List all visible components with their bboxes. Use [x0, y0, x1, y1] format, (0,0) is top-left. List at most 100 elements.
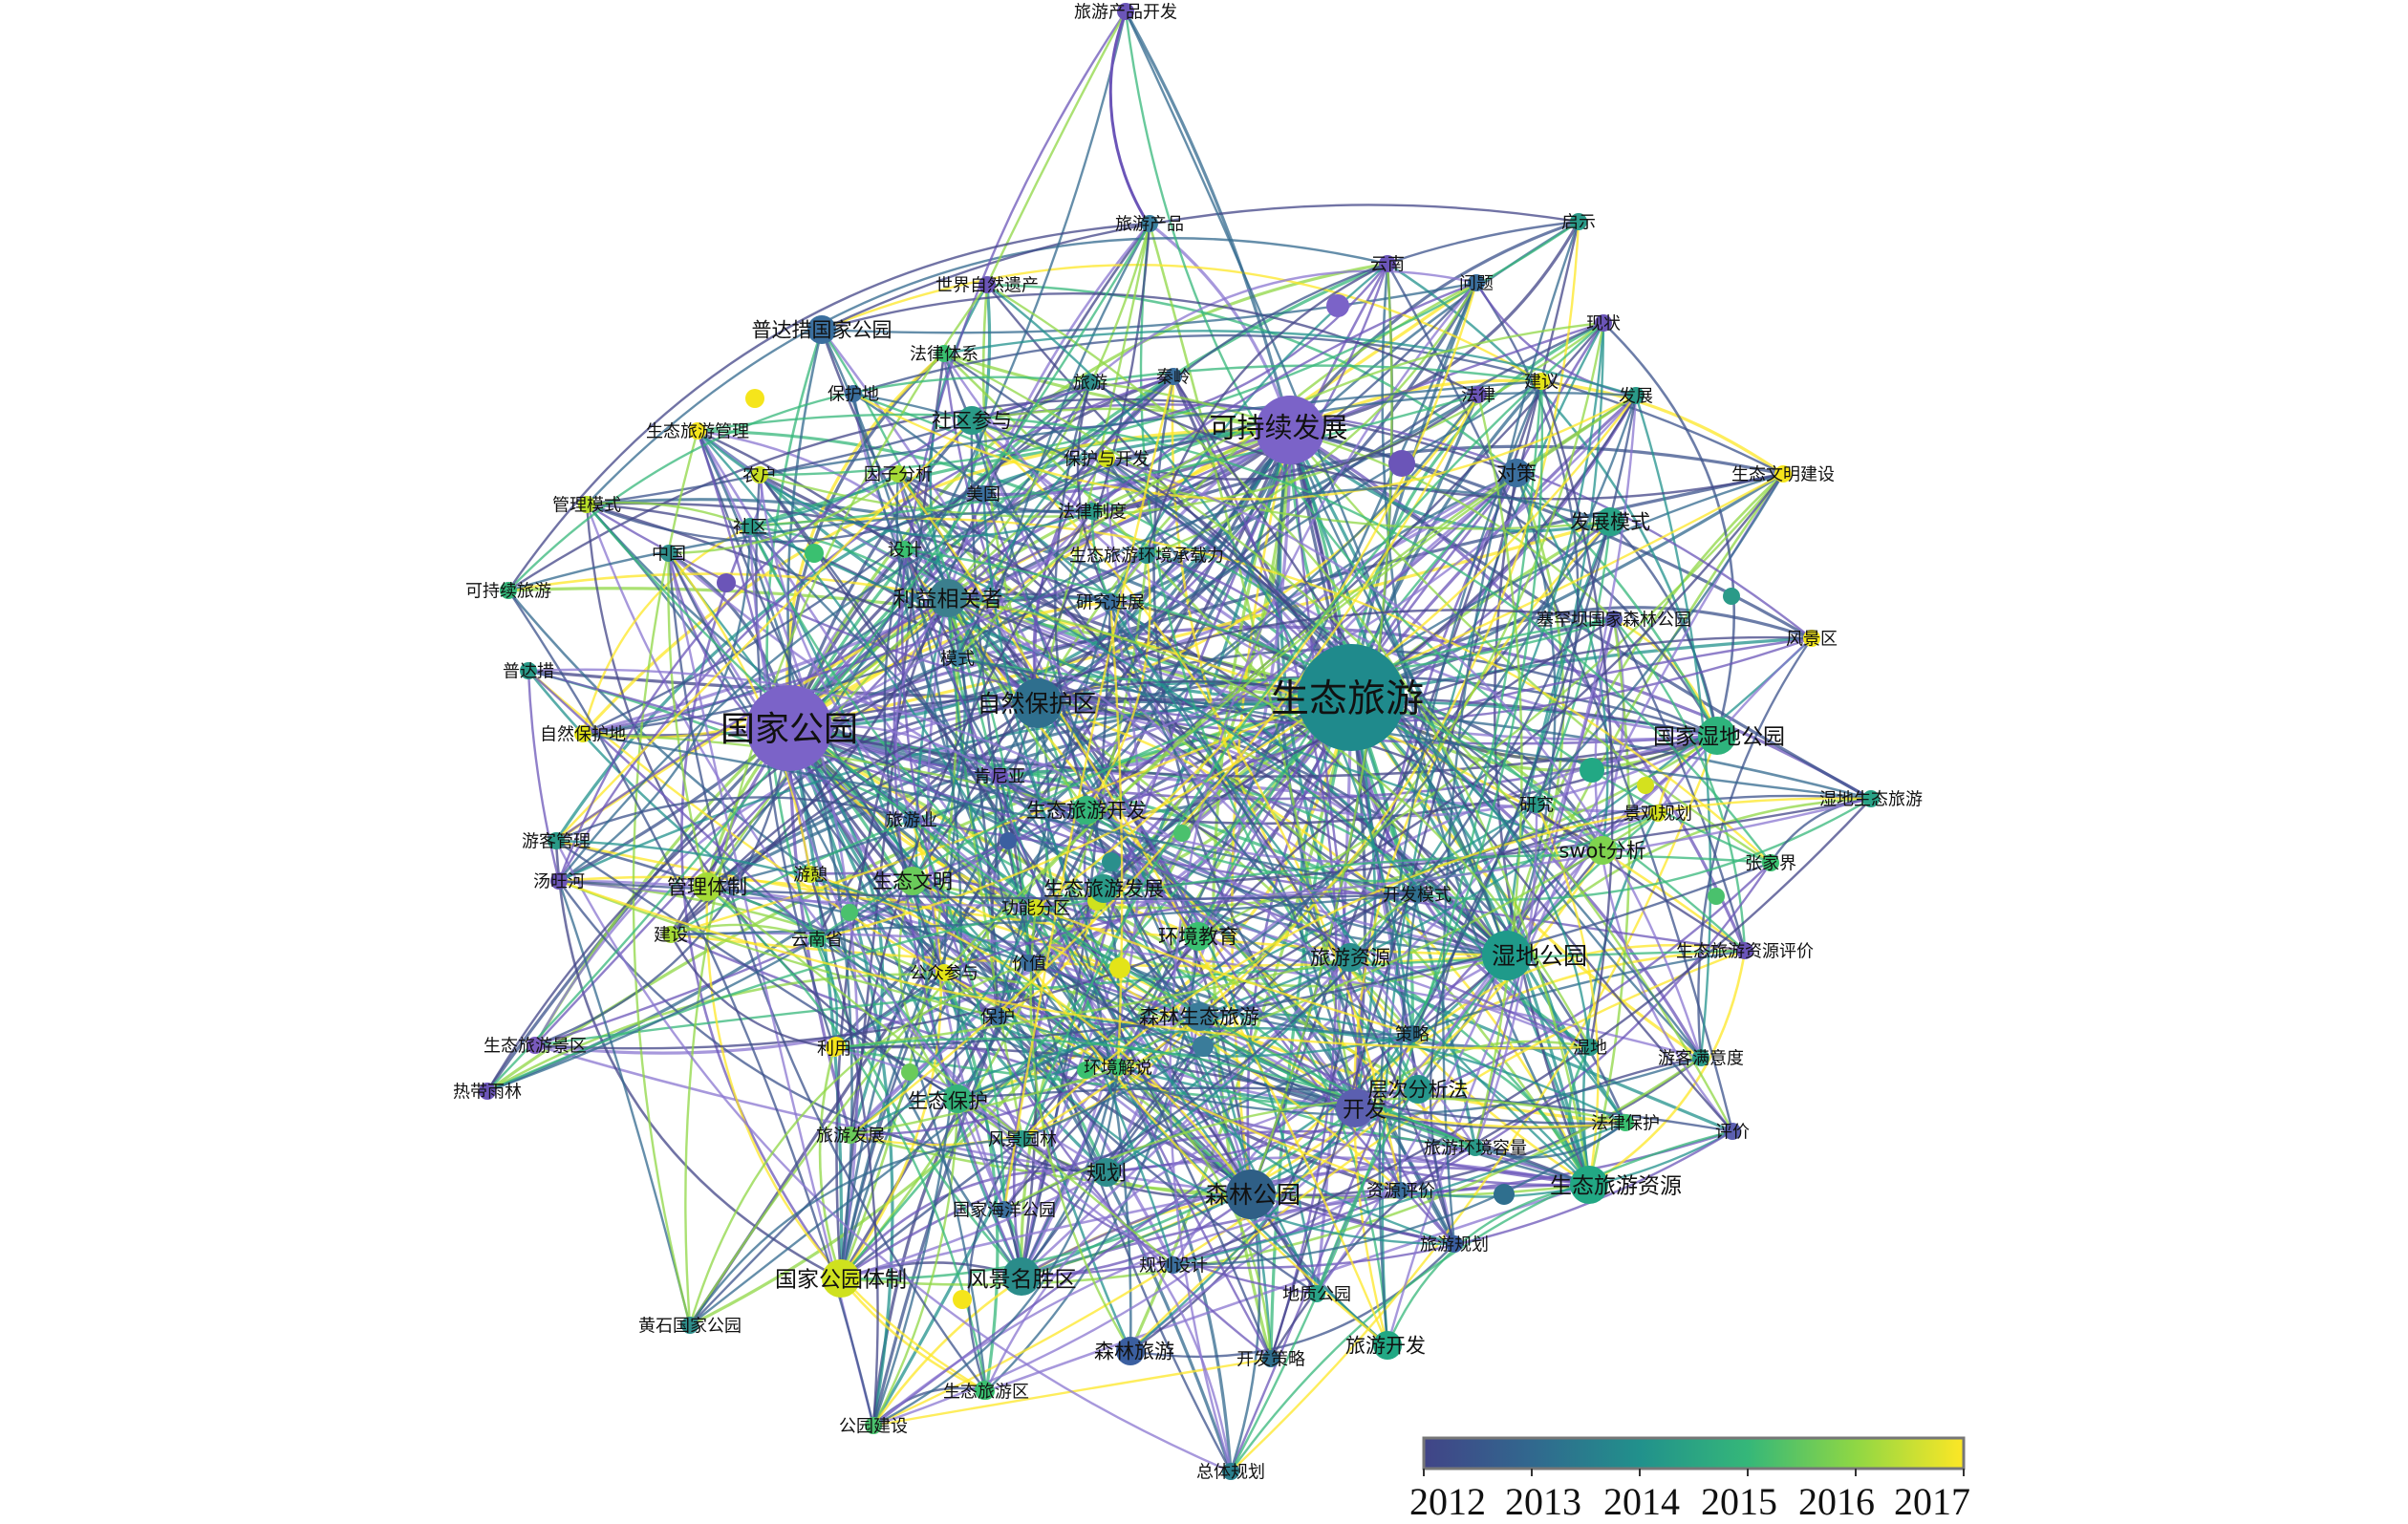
- cooccurrence-edge: [1116, 521, 1611, 1068]
- cooccurrence-edge: [946, 597, 1252, 1195]
- cooccurrence-edge: [697, 429, 1253, 1195]
- colorbar-tick-label: 2015: [1701, 1480, 1777, 1523]
- keyword-label: 环境教育: [1158, 926, 1238, 949]
- keyword-node: [1336, 943, 1365, 972]
- cooccurrence-edge: [534, 473, 1784, 1050]
- keyword-label: 旅游资源: [1310, 947, 1390, 970]
- cooccurrence-edge: [971, 403, 1813, 639]
- keyword-label: 管理体制: [667, 876, 747, 899]
- keyword-label: 建议: [1524, 372, 1559, 392]
- keyword-label: 规划设计: [1139, 1256, 1208, 1276]
- cooccurrence-edge: [1172, 1129, 1733, 1270]
- keyword-node-dot: [1000, 832, 1017, 849]
- keyword-label: 国家海洋公园: [953, 1200, 1056, 1220]
- keyword-node: [660, 545, 677, 562]
- keyword-label: 法律保护: [1591, 1113, 1660, 1133]
- keyword-label: 启示: [1561, 212, 1596, 232]
- cooccurrence-edge: [1035, 906, 1413, 1036]
- cooccurrence-edge: [852, 333, 1784, 476]
- cooccurrence-edge: [581, 428, 1291, 736]
- cooccurrence-edge: [1108, 12, 1151, 226]
- keyword-label: 中国: [652, 544, 686, 564]
- keyword-node: [1336, 1089, 1374, 1127]
- cooccurrence-edge: [586, 501, 751, 528]
- keyword-node: [1502, 459, 1531, 487]
- keyword-node: [1627, 387, 1645, 404]
- keyword-node-dot: [1494, 1184, 1515, 1205]
- keyword-node: [1595, 314, 1612, 332]
- keyword-node: [1570, 213, 1587, 230]
- keyword-label: 生态旅游开发: [1026, 800, 1147, 823]
- cooccurrence-edge: [749, 526, 1000, 777]
- cooccurrence-edge: [555, 839, 1252, 1195]
- cooccurrence-edge: [586, 237, 1388, 505]
- cooccurrence-edge: [1250, 1192, 1455, 1246]
- keyword-label: 评价: [1715, 1122, 1750, 1142]
- cooccurrence-edge: [1172, 1122, 1626, 1267]
- keyword-node: [751, 466, 768, 483]
- keyword-node: [1379, 255, 1396, 272]
- keyword-node: [1082, 374, 1099, 391]
- cooccurrence-edge: [1386, 1183, 1590, 1346]
- cooccurrence-edge: [1246, 472, 1517, 1195]
- keyword-label: 普达措: [503, 661, 554, 681]
- cooccurrence-edge: [705, 886, 987, 1393]
- cooccurrence-edge: [759, 322, 1604, 518]
- keyword-node: [1468, 274, 1485, 291]
- cooccurrence-edge: [586, 504, 1476, 1149]
- keyword-node: [1262, 1350, 1279, 1367]
- keyword-node: [1092, 1158, 1121, 1187]
- keyword-node: [842, 1127, 859, 1144]
- keyword-label: 社区: [733, 517, 767, 537]
- keyword-node: [1002, 1257, 1041, 1296]
- keyword-label: 游客管理: [522, 831, 591, 851]
- keyword-label: 保护: [980, 1007, 1015, 1027]
- keyword-label: 利益相关者: [893, 587, 1003, 612]
- cooccurrence-edge: [1091, 281, 1477, 512]
- keyword-node: [1102, 593, 1119, 611]
- keyword-label: 汤旺河: [533, 871, 585, 891]
- keyword-node: [693, 872, 721, 901]
- cooccurrence-edge: [1229, 1033, 1414, 1472]
- cooccurrence-edge: [697, 430, 1175, 1266]
- keyword-label: 美国: [966, 484, 1000, 504]
- cooccurrence-edge: [1416, 797, 1872, 901]
- keyword-node: [681, 1317, 699, 1334]
- cooccurrence-edge: [670, 679, 1352, 935]
- keyword-node: [935, 964, 953, 981]
- keyword-node: [662, 926, 679, 943]
- cooccurrence-edge: [833, 955, 1351, 1050]
- keyword-label: 生态旅游环境承载力: [1069, 546, 1224, 566]
- keyword-label: 发展模式: [1570, 511, 1650, 534]
- keyword-label: 建设: [654, 925, 688, 945]
- cooccurrence-edge: [1386, 473, 1785, 1346]
- keyword-node: [1222, 1463, 1239, 1480]
- keyword-label: 地质公园: [1282, 1284, 1351, 1304]
- cooccurrence-edge: [1535, 521, 1612, 805]
- cooccurrence-edge: [1473, 394, 1523, 1148]
- keyword-label: 可持续旅游: [465, 581, 551, 601]
- year-colorbar: 2012 2013 2014 2015 2016 2017: [1409, 1436, 1970, 1523]
- cooccurrence-edge: [849, 510, 1093, 1136]
- cooccurrence-edge: [970, 419, 1201, 1018]
- keyword-label: 旅游产品开发: [1074, 2, 1177, 22]
- cooccurrence-edge: [1198, 955, 1351, 1019]
- cooccurrence-edge: [788, 223, 1151, 729]
- cooccurrence-edge: [1350, 696, 1592, 1048]
- keyword-node-dot: [1388, 450, 1415, 477]
- cooccurrence-edge: [1515, 472, 1609, 851]
- cooccurrence-edge: [1129, 956, 1352, 1352]
- cooccurrence-edge: [849, 394, 1480, 1136]
- cooccurrence-edge: [1398, 893, 1419, 1191]
- cooccurrence-edge: [1493, 472, 1591, 1186]
- keyword-label: 张家界: [1745, 853, 1796, 873]
- cooccurrence-edge: [689, 1137, 1023, 1326]
- keyword-node: [991, 767, 1008, 784]
- keyword-node: [929, 579, 967, 617]
- cooccurrence-edge: [582, 282, 1477, 736]
- cooccurrence-edge: [1602, 322, 1736, 737]
- cooccurrence-edge: [507, 590, 1356, 1110]
- cooccurrence-edge: [999, 395, 1637, 778]
- cooccurrence-edge: [485, 656, 958, 1092]
